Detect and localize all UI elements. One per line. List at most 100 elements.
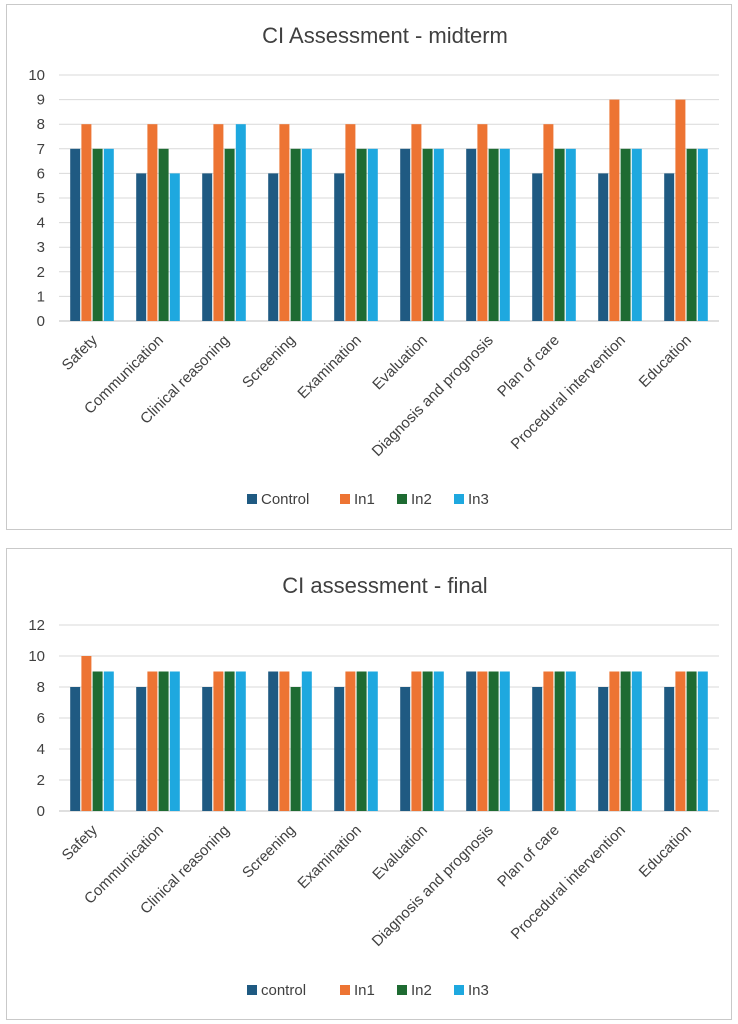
chart1-bar-control-procedural-intervention — [598, 173, 609, 321]
chart1-bar-in2-screening — [290, 148, 301, 321]
chart1-bar-control-evaluation — [400, 148, 411, 321]
chart2-bar-in1-communication — [147, 671, 158, 811]
chart1-legend-label-in3: In3 — [468, 491, 489, 508]
chart1-bar-in3-screening — [301, 148, 312, 321]
chart2-bar-control-examination — [334, 687, 345, 811]
chart1-legend-label-in1: In1 — [354, 491, 375, 508]
chart2-bar-control-safety — [70, 687, 81, 811]
midterm-chart-panel: CI Assessment - midterm 0 1 2 3 4 5 6 7 8 9 10 Safet… — [6, 4, 732, 530]
chart1-ytick-3: 3 — [37, 239, 45, 256]
chart1-bar-in1-education — [675, 99, 686, 321]
chart1-bar-in1-clinical-reasoning — [213, 124, 224, 321]
chart2-bar-in1-procedural-intervention — [609, 671, 620, 811]
chart2-bar-control-clinical-reasoning — [202, 687, 213, 811]
chart1-bar-control-plan-of-care — [532, 173, 543, 321]
chart1-bar-in3-communication — [169, 173, 180, 321]
chart1-bar-control-safety — [70, 148, 81, 321]
chart2-bar-in2-education — [686, 671, 697, 811]
chart2-bar-in2-examination — [356, 671, 367, 811]
chart2-bar-control-education — [664, 687, 675, 811]
chart1-xtick-procedural-intervention: Procedural intervention — [508, 332, 629, 453]
chart1-bar-in2-diagnosis-and-prognosis — [488, 148, 499, 321]
chart1-bar-in3-plan-of-care — [565, 148, 576, 321]
chart2-legend-label-in1: In1 — [354, 982, 375, 999]
chart2-xtick-procedural-intervention: Procedural intervention — [508, 822, 629, 943]
chart2-xtick-evaluation: Evaluation — [369, 822, 431, 884]
chart1-bar-in1-communication — [147, 124, 158, 321]
chart1-bar-in1-examination — [345, 124, 356, 321]
chart1-xtick-education: Education — [636, 332, 695, 391]
chart2-xtick-screening: Screening — [239, 822, 299, 882]
chart2-bar-control-diagnosis-and-prognosis — [466, 671, 477, 811]
chart1-xtick-safety: Safety — [59, 331, 101, 373]
chart1-bar-in3-safety — [103, 148, 114, 321]
chart2-bar-in1-evaluation — [411, 671, 422, 811]
chart1-bar-in2-evaluation — [422, 148, 433, 321]
chart1-xtick-diagnosis-and-prognosis: Diagnosis and prognosis — [369, 332, 497, 460]
chart1-bar-in3-diagnosis-and-prognosis — [499, 148, 510, 321]
chart2-legend-swatch-control — [247, 985, 257, 995]
chart2-bar-control-communication — [136, 687, 147, 811]
chart2-legend-swatch-in3 — [454, 985, 464, 995]
chart1-xtick-evaluation: Evaluation — [369, 332, 431, 394]
chart2-legend-label-in2: In2 — [411, 982, 432, 999]
chart2-bar-in1-examination — [345, 671, 356, 811]
chart1-legend-swatch-in2 — [397, 494, 407, 504]
chart2-bar-in1-clinical-reasoning — [213, 671, 224, 811]
chart2-bar-in3-diagnosis-and-prognosis — [499, 671, 510, 811]
chart1-legend-swatch-in1 — [340, 494, 350, 504]
chart2-xtick-education: Education — [636, 822, 695, 881]
chart2-legend-swatch-in2 — [397, 985, 407, 995]
chart1-bar-in1-evaluation — [411, 124, 422, 321]
chart2-bar-in3-education — [697, 671, 708, 811]
chart2-bar-in3-evaluation — [433, 671, 444, 811]
chart1-xtick-screening: Screening — [239, 332, 299, 392]
chart1-bar-in2-safety — [92, 148, 103, 321]
chart1-ytick-4: 4 — [37, 215, 45, 232]
chart1-bar-in1-screening — [279, 124, 290, 321]
chart2-bar-in3-safety — [103, 671, 114, 811]
chart1-bar-control-education — [664, 173, 675, 321]
chart1-bar-in1-plan-of-care — [543, 124, 554, 321]
chart2-bar-in3-examination — [367, 671, 378, 811]
chart1-ytick-10: 10 — [28, 67, 45, 84]
chart1-legend-swatch-control — [247, 494, 257, 504]
chart2-bar-in3-plan-of-care — [565, 671, 576, 811]
chart2-bar-in2-plan-of-care — [554, 671, 565, 811]
final-chart-panel: CI assessment - final 0 2 4 6 8 10 12 Safety Comm… — [6, 548, 732, 1020]
chart1-ytick-5: 5 — [37, 190, 45, 207]
chart1-legend-label-in2: In2 — [411, 491, 432, 508]
chart2-bar-in3-communication — [169, 671, 180, 811]
chart1-bar-control-communication — [136, 173, 147, 321]
chart1-bar-in2-procedural-intervention — [620, 148, 631, 321]
chart1-bar-in3-evaluation — [433, 148, 444, 321]
chart1-bar-in2-examination — [356, 148, 367, 321]
chart2-ytick-0: 0 — [37, 803, 45, 820]
midterm-chart: CI Assessment - midterm 0 1 2 3 4 5 6 7 8 9 10 Safet… — [28, 23, 719, 508]
chart1-bar-in3-education — [697, 148, 708, 321]
chart1-legend-swatch-in3 — [454, 494, 464, 504]
chart2-bar-in2-communication — [158, 671, 169, 811]
chart1-ytick-2: 2 — [37, 264, 45, 281]
chart1-bar-in3-clinical-reasoning — [235, 124, 246, 321]
chart2-bar-control-evaluation — [400, 687, 411, 811]
chart2-bar-in3-screening — [301, 671, 312, 811]
chart1-bar-in3-procedural-intervention — [631, 148, 642, 321]
chart1-xtick-plan-of-care: Plan of care — [494, 332, 563, 401]
chart2-bar-control-screening — [268, 671, 279, 811]
chart2-ytick-10: 10 — [28, 648, 45, 665]
chart1-ytick-6: 6 — [37, 165, 45, 182]
chart1-bar-in3-examination — [367, 148, 378, 321]
chart1-bar-in2-education — [686, 148, 697, 321]
chart1-bar-in2-communication — [158, 148, 169, 321]
chart1-bar-in1-diagnosis-and-prognosis — [477, 124, 488, 321]
chart1-bar-control-examination — [334, 173, 345, 321]
chart2-ytick-4: 4 — [37, 741, 45, 758]
chart1-bar-in2-plan-of-care — [554, 148, 565, 321]
chart1-ytick-8: 8 — [37, 116, 45, 133]
chart2-bar-in2-clinical-reasoning — [224, 671, 235, 811]
chart1-bar-in1-procedural-intervention — [609, 99, 620, 321]
chart2-ytick-2: 2 — [37, 772, 45, 789]
chart2-ytick-12: 12 — [28, 617, 45, 634]
chart1-ytick-7: 7 — [37, 141, 45, 158]
